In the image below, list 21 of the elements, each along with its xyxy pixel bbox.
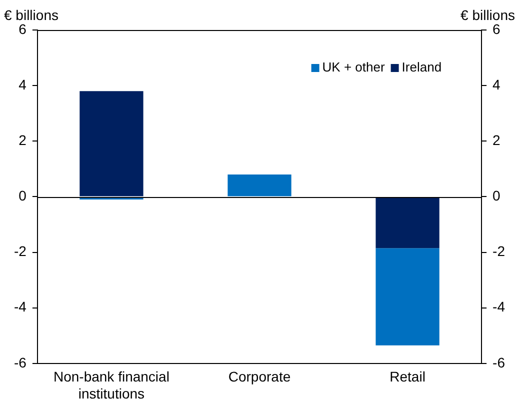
legend-label: Ireland <box>402 60 442 75</box>
y-tick-label: 4 <box>18 76 27 92</box>
y-tick-label: -6 <box>14 354 27 370</box>
x-tick-label: Retail <box>390 368 426 385</box>
x-tick-label: Non-bank financial institutions <box>53 368 170 402</box>
x-tick-label: Corporate <box>228 368 291 385</box>
y-tick-label: 0 <box>18 188 27 204</box>
y2-tick-label: 6 <box>492 20 501 37</box>
y-tick-label: -4 <box>14 298 27 315</box>
y2-tick-label: 4 <box>492 76 501 92</box>
y2-tick-label: -2 <box>492 243 506 260</box>
y-tick-label: -2 <box>14 243 27 260</box>
y-tick-label: 2 <box>18 132 27 148</box>
y-tick-label: 6 <box>18 20 27 37</box>
y2-tick-label: -6 <box>492 354 506 370</box>
y-axis-title: € billions <box>4 6 58 23</box>
y2-tick-label: 2 <box>492 132 501 148</box>
y2-axis-title: € billions <box>460 6 515 23</box>
legend-label: UK + other <box>322 60 386 75</box>
y2-tick-label: 0 <box>492 188 501 204</box>
y2-tick-label: -4 <box>492 298 506 315</box>
